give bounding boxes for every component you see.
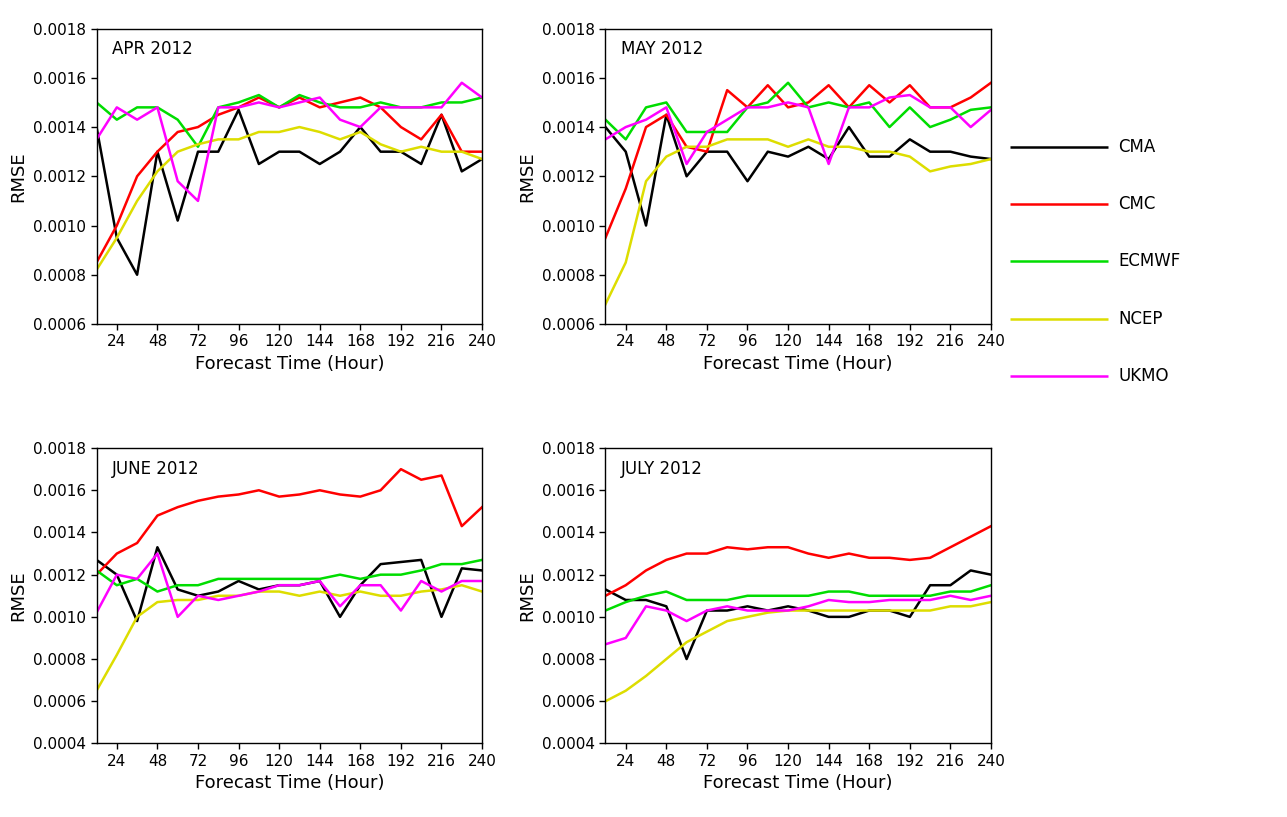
Text: UKMO: UKMO: [1118, 367, 1169, 385]
X-axis label: Forecast Time (Hour): Forecast Time (Hour): [194, 355, 384, 373]
Text: CMA: CMA: [1118, 138, 1156, 156]
Text: CMC: CMC: [1118, 195, 1156, 213]
X-axis label: Forecast Time (Hour): Forecast Time (Hour): [704, 355, 893, 373]
Y-axis label: RMSE: RMSE: [9, 570, 27, 621]
Text: MAY 2012: MAY 2012: [620, 40, 703, 58]
Text: NCEP: NCEP: [1118, 310, 1163, 328]
Y-axis label: RMSE: RMSE: [519, 151, 537, 202]
Y-axis label: RMSE: RMSE: [9, 151, 27, 202]
Text: APR 2012: APR 2012: [112, 40, 193, 58]
Y-axis label: RMSE: RMSE: [519, 570, 537, 621]
Text: JUNE 2012: JUNE 2012: [112, 460, 199, 478]
Text: ECMWF: ECMWF: [1118, 252, 1180, 270]
X-axis label: Forecast Time (Hour): Forecast Time (Hour): [194, 775, 384, 792]
X-axis label: Forecast Time (Hour): Forecast Time (Hour): [704, 775, 893, 792]
Text: JULY 2012: JULY 2012: [620, 460, 703, 478]
